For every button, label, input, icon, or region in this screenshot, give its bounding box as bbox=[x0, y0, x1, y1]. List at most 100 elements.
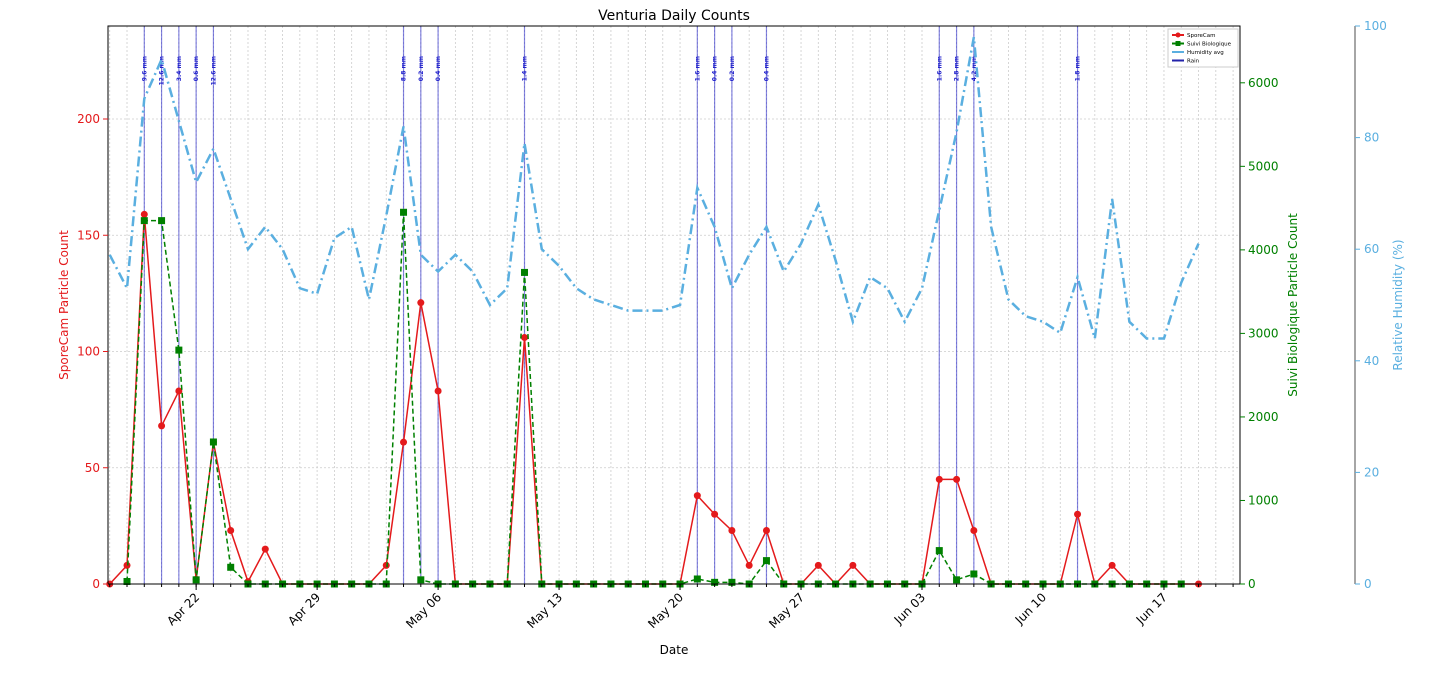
suivi-point bbox=[521, 268, 529, 276]
legend-label: SporeCam bbox=[1187, 33, 1215, 39]
y-right-tick-label: 1000 bbox=[1248, 493, 1279, 507]
sporecam-point bbox=[762, 527, 770, 535]
rain-label: 0.2 mm bbox=[418, 56, 425, 81]
legend-marker bbox=[1175, 32, 1181, 38]
series-line-sporecam bbox=[109, 214, 1199, 586]
series-line-suivi-biologique bbox=[126, 212, 1182, 585]
sporecam-point bbox=[140, 210, 148, 218]
rain-label: 0.4 mm bbox=[763, 56, 770, 81]
rain-label: 3.4 mm bbox=[176, 56, 183, 81]
sporecam-point bbox=[434, 387, 442, 395]
rain-label: 0.6 mm bbox=[193, 56, 200, 81]
suivi-point bbox=[693, 575, 701, 583]
rain-lines: 9.6 mm 12.6 mm 3.4 mm 0.6 mm 12.6 mm 8.8 mm 0.… bbox=[141, 26, 1082, 584]
y-right-tick-label: 3000 bbox=[1248, 326, 1279, 340]
x-tick-label: Jun 17 bbox=[1133, 590, 1170, 627]
suivi-point bbox=[227, 563, 235, 571]
sporecam-point bbox=[814, 561, 822, 569]
sporecam-point bbox=[175, 387, 183, 395]
rain-label: 4.2 mm bbox=[971, 56, 978, 81]
rain-label: 0.4 mm bbox=[712, 56, 719, 81]
y-axis-label-right: Suivi Biologique Particle Count bbox=[1286, 213, 1300, 397]
y-axis-label-left: SporeCam Particle Count bbox=[57, 230, 71, 380]
x-tick-label: May 27 bbox=[766, 590, 807, 631]
rain-label: 1.6 mm bbox=[936, 56, 943, 81]
sporecam-point bbox=[935, 475, 943, 483]
sporecam-point bbox=[970, 527, 978, 535]
suivi-point bbox=[175, 346, 183, 354]
y-humidity-tick-label: 20 bbox=[1364, 465, 1379, 479]
x-tick-label: Apr 22 bbox=[164, 590, 202, 628]
y-left-tick-label: 150 bbox=[77, 228, 100, 242]
suivi-point bbox=[400, 208, 408, 216]
rain-label: 1.8 mm bbox=[1075, 56, 1082, 81]
suivi-point bbox=[762, 557, 770, 565]
legend-label: Suivi Biologique bbox=[1187, 42, 1232, 48]
rain-label: 12.6 mm bbox=[159, 56, 166, 85]
suivi-point bbox=[711, 578, 719, 586]
suivi-point bbox=[209, 438, 217, 446]
chart-title: Venturia Daily Counts bbox=[598, 8, 750, 24]
suivi-point bbox=[953, 576, 961, 584]
y-humidity-tick-label: 60 bbox=[1364, 242, 1379, 256]
sporecam-point bbox=[745, 561, 753, 569]
x-tick-label: Apr 29 bbox=[285, 590, 323, 628]
suivi-point bbox=[140, 217, 148, 225]
y-humidity-tick-label: 0 bbox=[1364, 577, 1372, 591]
sporecam-point bbox=[849, 561, 857, 569]
y-humidity-tick-label: 80 bbox=[1364, 131, 1379, 145]
y-humidity-tick-label: 100 bbox=[1364, 19, 1387, 33]
sporecam-point bbox=[158, 422, 166, 430]
y-left-tick-label: 50 bbox=[85, 461, 100, 475]
plot-frame bbox=[107, 25, 1241, 585]
sporecam-point bbox=[728, 527, 736, 535]
x-tick-label: May 06 bbox=[403, 590, 444, 631]
legend-marker bbox=[1175, 41, 1181, 46]
sporecam-point bbox=[227, 527, 235, 535]
sporecam-point bbox=[123, 561, 131, 569]
rain-label: 12.6 mm bbox=[210, 56, 217, 85]
rain-label: 1.4 mm bbox=[522, 56, 529, 81]
suivi-point bbox=[970, 570, 978, 578]
suivi-point bbox=[192, 576, 200, 584]
sporecam-point bbox=[417, 299, 425, 307]
x-tick-label: May 20 bbox=[645, 590, 686, 631]
suivi-point bbox=[123, 577, 131, 585]
sporecam-point bbox=[261, 545, 269, 553]
y-right-tick-label: 0 bbox=[1248, 577, 1256, 591]
y-right-tick-label: 4000 bbox=[1248, 243, 1279, 257]
y-left-tick-label: 0 bbox=[92, 577, 100, 591]
rain-label: 1.6 mm bbox=[694, 56, 701, 81]
x-tick-label: Jun 03 bbox=[891, 590, 928, 627]
y-right-tick-label: 6000 bbox=[1248, 76, 1279, 90]
y-left-tick-label: 100 bbox=[77, 345, 100, 359]
series-plots bbox=[106, 36, 1203, 588]
y-humidity-tick-label: 40 bbox=[1364, 354, 1379, 368]
suivi-point bbox=[728, 578, 736, 586]
series-line-humidity-avg bbox=[108, 36, 1200, 340]
sporecam-point bbox=[521, 334, 529, 342]
sporecam-point bbox=[693, 492, 701, 500]
suivi-point bbox=[417, 576, 425, 584]
rain-label: 0.4 mm bbox=[435, 56, 442, 81]
legend-label: Humidity avg bbox=[1187, 50, 1224, 56]
y-right-tick-label: 2000 bbox=[1248, 410, 1279, 424]
sporecam-point bbox=[382, 561, 390, 569]
sporecam-point bbox=[1074, 510, 1082, 518]
y-right-tick-label: 5000 bbox=[1248, 159, 1279, 173]
rain-label: 2.8 mm bbox=[954, 56, 961, 81]
legend: SporeCam Suivi Biologique Humidity avg Rain bbox=[1167, 28, 1239, 68]
y-left-tick-label: 200 bbox=[77, 112, 100, 126]
rain-label: 0.2 mm bbox=[729, 56, 736, 81]
suivi-point bbox=[935, 547, 943, 555]
rain-label: 8.8 mm bbox=[401, 56, 408, 81]
x-axis-label: Date bbox=[660, 643, 689, 657]
y-axis-label-humidity: Relative Humidity (%) bbox=[1391, 239, 1405, 370]
legend-label: Rain bbox=[1187, 59, 1200, 65]
sporecam-point bbox=[1108, 561, 1116, 569]
x-tick-label: Jun 10 bbox=[1012, 590, 1049, 627]
sporecam-point bbox=[711, 510, 719, 518]
suivi-point bbox=[158, 217, 166, 225]
rain-label: 9.6 mm bbox=[141, 56, 148, 81]
